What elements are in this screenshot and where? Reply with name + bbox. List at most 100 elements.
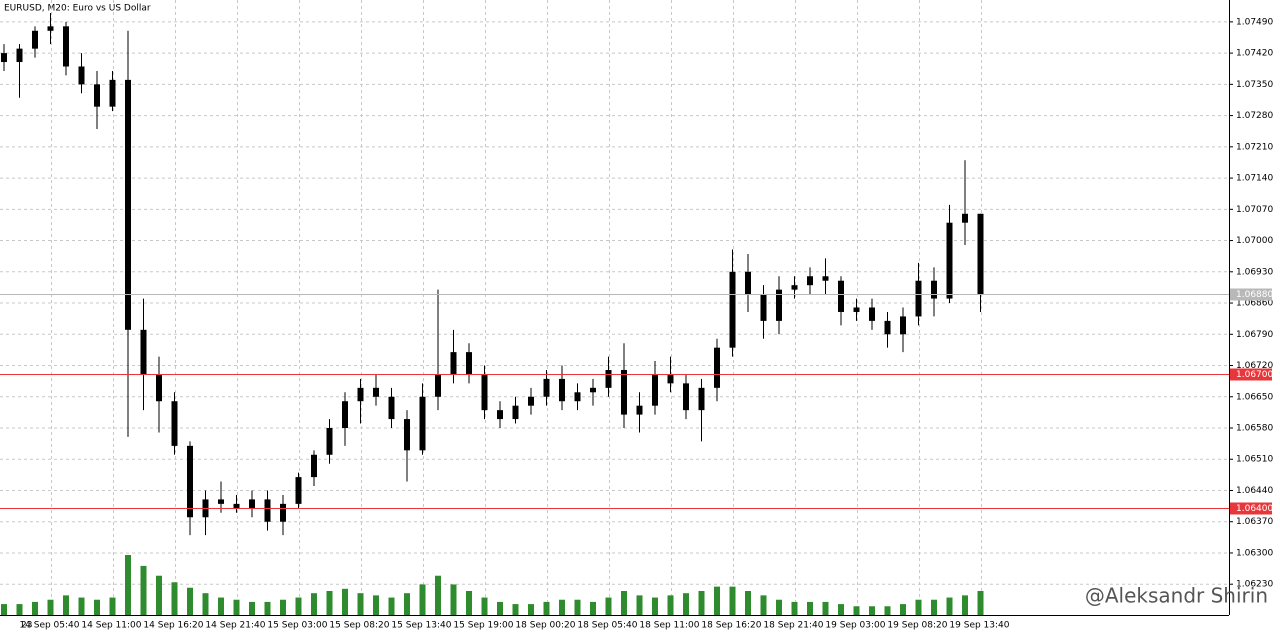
candle-body xyxy=(140,329,147,375)
candle-body xyxy=(481,374,488,411)
volume-bar xyxy=(636,595,643,615)
candle-body xyxy=(264,499,271,522)
volume-bar xyxy=(233,599,240,615)
candle-body xyxy=(807,276,813,286)
volume-bar xyxy=(342,588,348,615)
candle-body xyxy=(698,387,705,411)
x-tick-label: 15 Sep 19:00 xyxy=(453,621,513,631)
volume-bar xyxy=(574,599,581,615)
volume-bar xyxy=(47,599,54,615)
y-tick-label: 1.06580 xyxy=(1236,424,1273,434)
candle-body xyxy=(497,410,503,420)
x-tick-label: 18 Sep 11:00 xyxy=(639,621,699,631)
candle-body xyxy=(78,66,85,85)
volume-bar xyxy=(388,597,395,615)
volume-bar xyxy=(450,584,457,615)
candle-body xyxy=(109,79,116,107)
volume-bar xyxy=(78,597,85,615)
volume-bar xyxy=(559,599,565,615)
candle-body xyxy=(63,26,69,67)
volume-bar xyxy=(667,595,674,615)
volume-bar xyxy=(838,604,844,615)
y-tick-label: 1.07350 xyxy=(1236,80,1273,90)
volume-bar xyxy=(280,599,286,615)
volume-bar xyxy=(373,595,379,615)
volume-bar xyxy=(900,604,906,615)
candle-body xyxy=(450,352,457,375)
volume-bar xyxy=(729,586,736,615)
candle-body xyxy=(249,499,255,509)
candle-body xyxy=(683,383,689,411)
volume-bar xyxy=(419,584,426,615)
candle-body xyxy=(900,316,906,335)
y-tick-label: 1.07280 xyxy=(1236,111,1273,121)
candle-body xyxy=(853,307,860,312)
y-tick-label: 1.07140 xyxy=(1236,174,1273,184)
volume-bar xyxy=(202,593,209,615)
candle-body xyxy=(171,401,178,446)
volume-bar xyxy=(822,601,829,615)
volume-bar xyxy=(264,601,271,615)
candle-body xyxy=(621,369,627,415)
x-tick-label: 14 Sep 21:40 xyxy=(205,621,265,631)
y-tick-label: 1.06300 xyxy=(1236,548,1273,558)
volume-bar xyxy=(140,565,147,615)
volume-bar xyxy=(590,601,596,615)
chart-title: EURUSD, M20: Euro vs US Dollar xyxy=(4,4,151,14)
y-tick-label: 1.07490 xyxy=(1236,17,1273,27)
candle-body xyxy=(559,378,565,402)
volume-bar xyxy=(218,597,224,615)
volume-bar xyxy=(32,601,38,615)
volume-bar xyxy=(698,591,705,615)
x-tick-label: 19 Sep 13:40 xyxy=(949,621,1009,631)
volume-bar xyxy=(791,601,798,615)
x-tick-label: 15 Sep 13:40 xyxy=(391,621,451,631)
x-tick-label: 23 xyxy=(21,621,32,631)
volume-bar xyxy=(1,604,7,615)
candle-body xyxy=(326,428,333,455)
volume-bar xyxy=(109,597,116,615)
volume-bar xyxy=(187,587,193,615)
volume-bar xyxy=(652,597,658,615)
volume-bar xyxy=(125,555,131,615)
volume-bar xyxy=(962,595,968,615)
volume-bar xyxy=(869,606,875,615)
candle-body xyxy=(543,378,550,397)
y-tick-label: 1.06790 xyxy=(1236,330,1273,340)
price-level-tag xyxy=(1230,368,1272,381)
x-tick-label: 19 Sep 08:20 xyxy=(887,621,947,631)
volume-bar xyxy=(512,604,519,615)
candle-body xyxy=(342,401,348,429)
x-tick-label: 19 Sep 03:00 xyxy=(825,621,885,631)
price-level-label: 1.06700 xyxy=(1236,370,1273,380)
candle-body xyxy=(822,276,829,281)
x-tick-label: 18 Sep 21:40 xyxy=(763,621,823,631)
x-tick-label: 15 Sep 03:00 xyxy=(267,621,327,631)
volume-bar xyxy=(776,599,782,615)
price-level-tag xyxy=(1230,288,1272,301)
volume-bar xyxy=(946,597,953,615)
candle-body xyxy=(156,374,162,402)
candle-body xyxy=(125,79,131,330)
candle-body xyxy=(605,369,612,388)
candle-body xyxy=(187,445,193,518)
price-level-label: 1.06400 xyxy=(1236,504,1273,514)
candle-body xyxy=(94,84,100,107)
candle-body xyxy=(791,285,798,290)
volume-bar xyxy=(171,582,178,615)
candle-body xyxy=(419,396,426,451)
y-tick-label: 1.06370 xyxy=(1236,517,1273,527)
y-tick-label: 1.07210 xyxy=(1236,142,1273,152)
volume-bar xyxy=(977,591,984,615)
volume-bar xyxy=(497,601,503,615)
candle-body xyxy=(435,374,441,397)
candle-body xyxy=(512,405,519,420)
x-tick-label: 14 Sep 11:00 xyxy=(81,621,141,631)
candle-body xyxy=(466,352,472,375)
x-tick-label: 18 Sep 16:20 xyxy=(701,621,761,631)
volume-bar xyxy=(435,575,441,615)
candle-body xyxy=(295,477,302,504)
volume-bar xyxy=(621,591,627,615)
